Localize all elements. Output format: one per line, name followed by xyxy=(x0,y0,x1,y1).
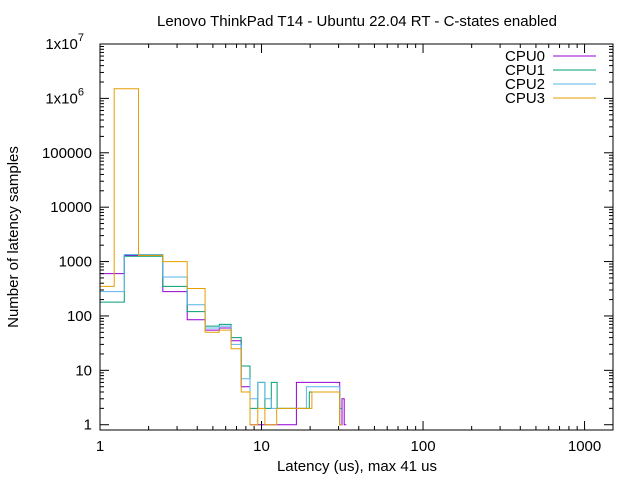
series-line-cpu3 xyxy=(100,88,342,426)
ticks-layer: 1 10 100 1000 1 10 100 1000 10000 100000 1x106 1x10… xyxy=(42,32,613,455)
y-axis-label: Number of latency samples xyxy=(5,146,22,328)
y-tick-label: 1x107 xyxy=(45,32,84,53)
y-tick-label: 100000 xyxy=(42,145,92,162)
y-tick-label: 100 xyxy=(67,308,92,325)
x-tick-label: 1 xyxy=(96,438,104,455)
legend-label-cpu3: CPU3 xyxy=(505,90,545,107)
plot-frame xyxy=(99,43,614,431)
y-tick-label: 1x106 xyxy=(45,86,84,107)
chart-title: Lenovo ThinkPad T14 - Ubuntu 22.04 RT - … xyxy=(157,13,557,30)
y-tick-exponent: 6 xyxy=(78,86,84,98)
x-tick-label: 10 xyxy=(253,438,270,455)
x-tick-label: 1000 xyxy=(568,438,601,455)
series-layer xyxy=(100,88,347,426)
y-tick-label: 10 xyxy=(75,362,92,379)
y-tick-exponent: 7 xyxy=(78,32,84,44)
y-tick-label: 1000 xyxy=(59,254,92,271)
legend-label-cpu1: CPU1 xyxy=(505,62,545,79)
legend-label-cpu0: CPU0 xyxy=(505,48,545,65)
legend-label-cpu2: CPU2 xyxy=(505,76,545,93)
x-axis-label: Latency (us), max 41 us xyxy=(277,458,437,475)
x-tick-label: 100 xyxy=(411,438,436,455)
y-tick-label: 10000 xyxy=(50,199,92,216)
y-tick-label: 1 xyxy=(84,417,92,434)
